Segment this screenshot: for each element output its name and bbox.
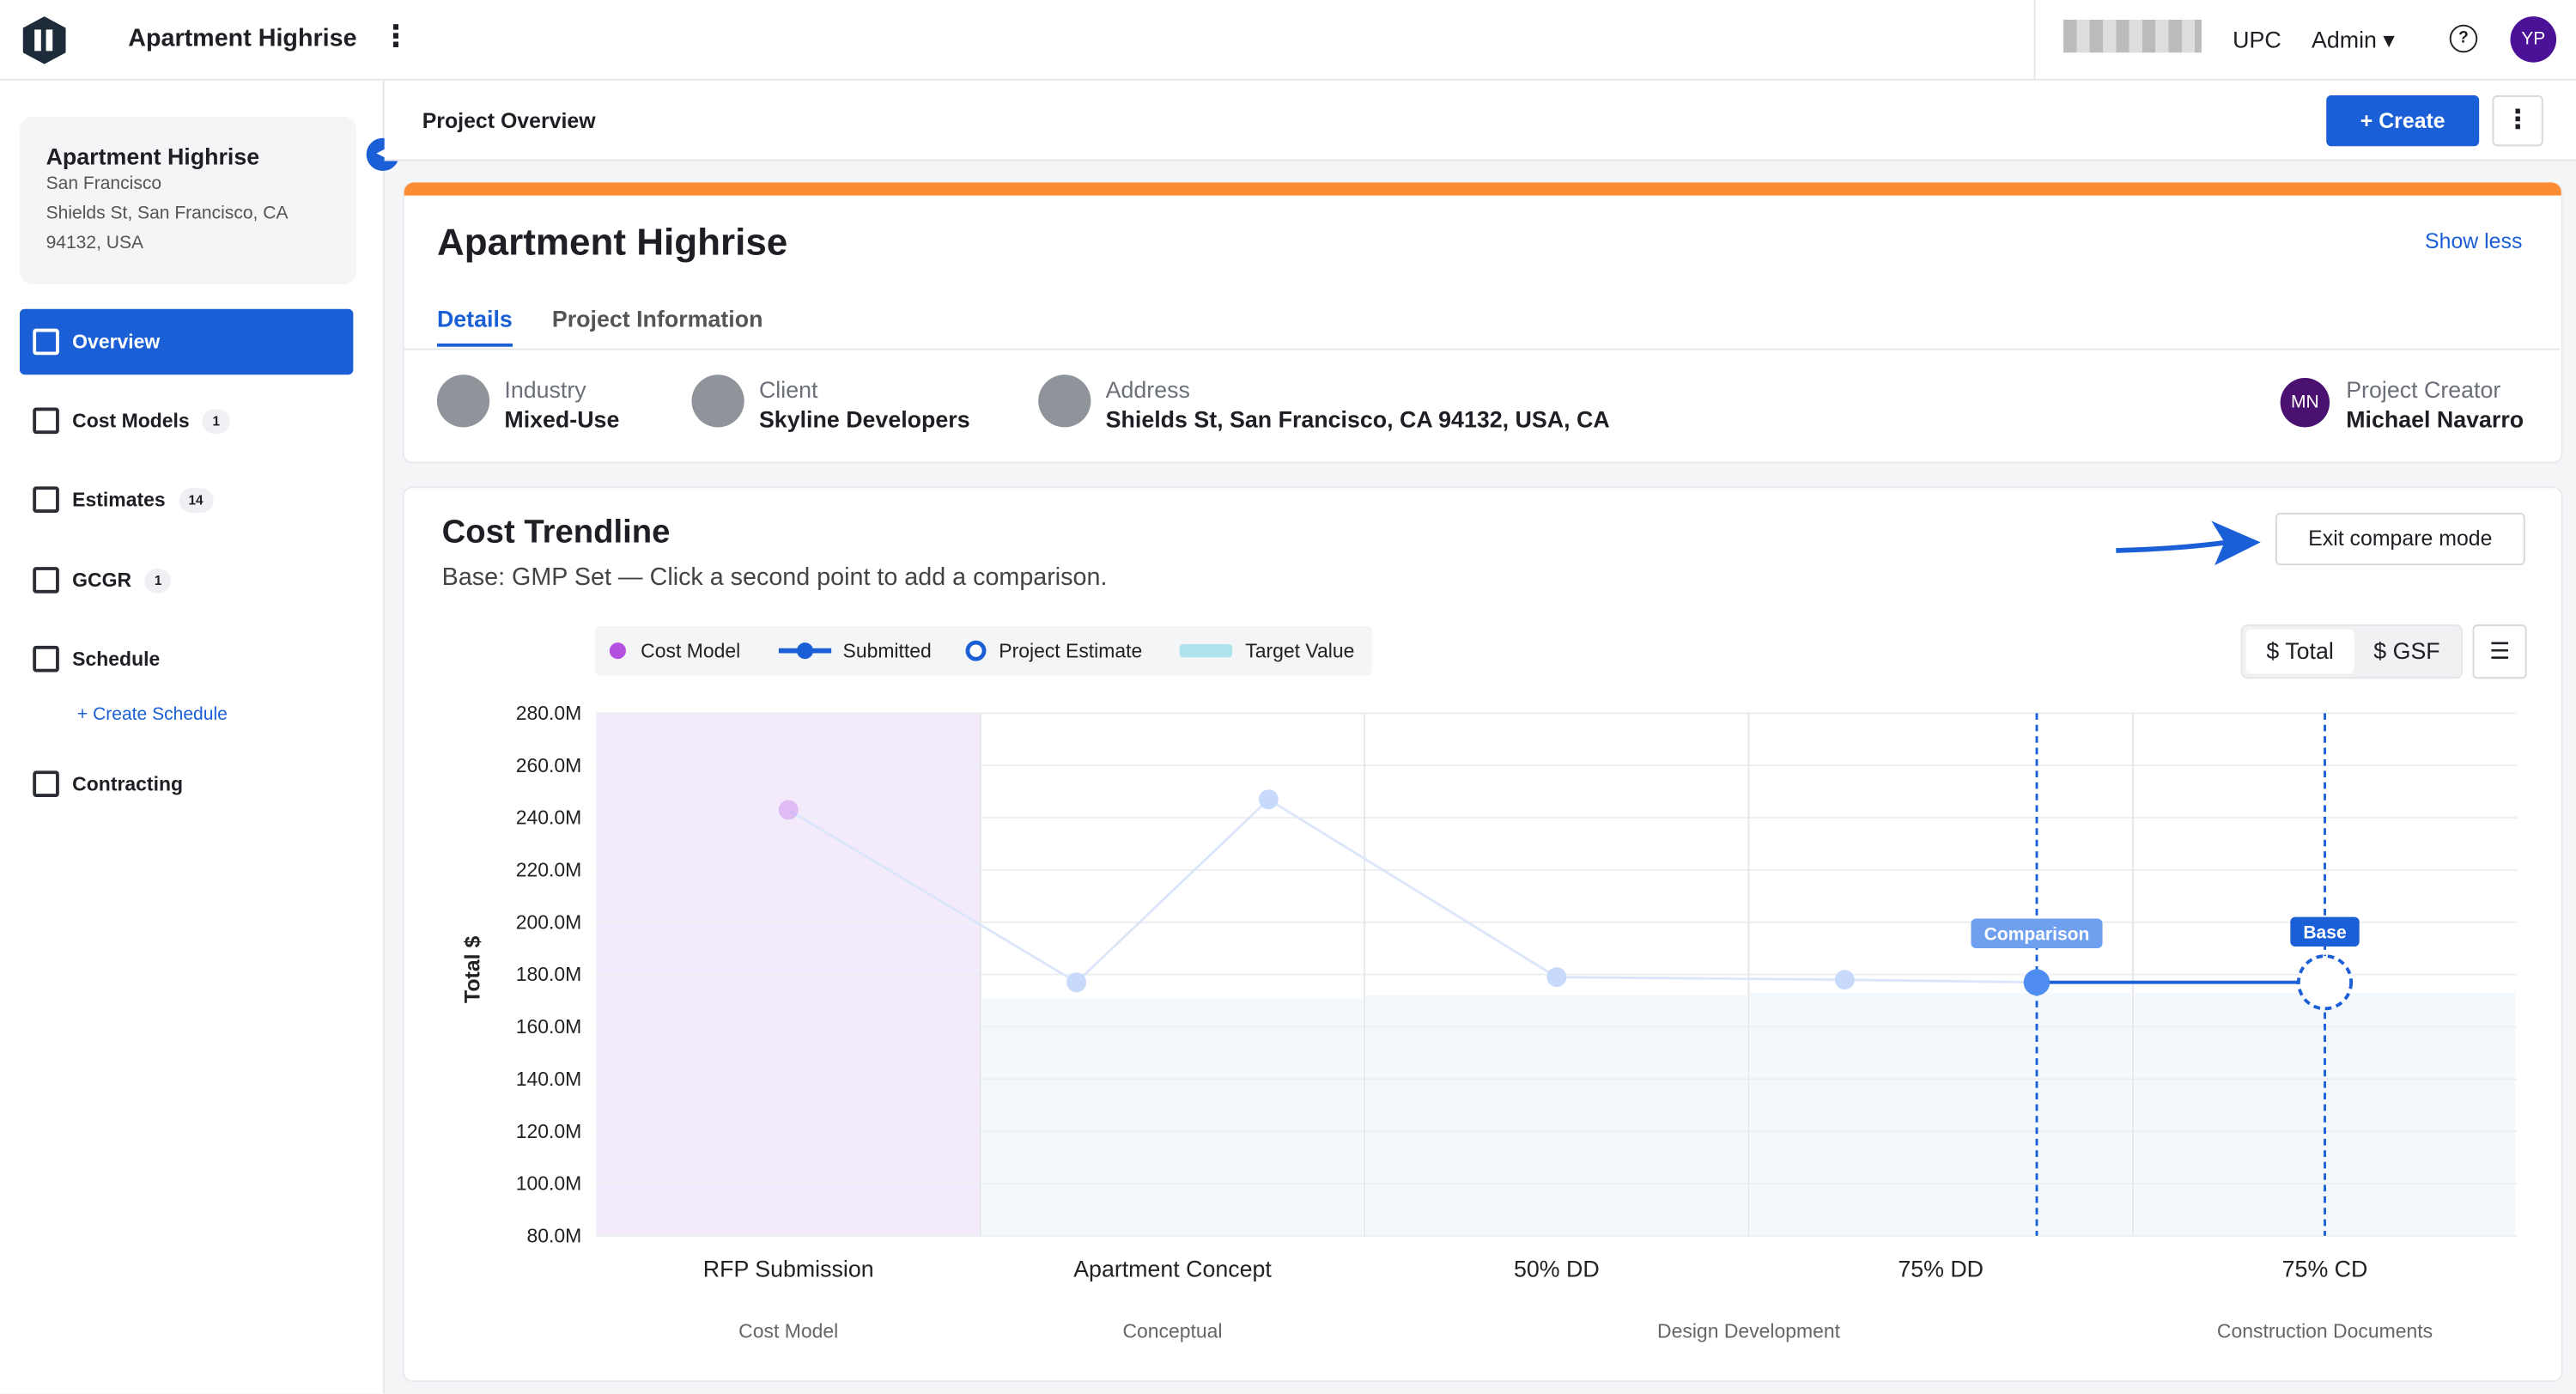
- nav-item[interactable]: Contracting: [20, 752, 353, 815]
- nav-icon: [33, 567, 59, 594]
- role: Admin: [2312, 26, 2377, 53]
- settings-button[interactable]: ☰: [2472, 624, 2527, 679]
- tab-active[interactable]: Details: [436, 306, 513, 347]
- trendline-subtitle: Base: GMP Set — Click a second point to …: [441, 563, 1108, 592]
- divider: [2033, 0, 2036, 79]
- page-title: Project Overview: [422, 108, 596, 133]
- top-bar: Apartment Highrise ⋮ UPC Admin ▾ ? YP: [0, 0, 2576, 81]
- creator-label: Project Creator: [2346, 376, 2501, 403]
- arrow: [2116, 520, 2261, 566]
- nav-label: Overview: [72, 330, 161, 354]
- summary-city: San Francisco: [46, 173, 162, 194]
- sidebar: [0, 80, 385, 1394]
- field-label: Client: [758, 376, 818, 403]
- toggle-option-active[interactable]: $ Total: [2245, 629, 2354, 674]
- field-icon: [1038, 374, 1091, 428]
- shape: [2211, 520, 2261, 566]
- legend: [594, 625, 1372, 676]
- field-icon: [436, 374, 490, 428]
- project-title: Apartment Highrise: [436, 220, 788, 264]
- help[interactable]: ?: [2449, 24, 2478, 53]
- field-value: Shields St, San Francisco, CA 94132, USA…: [1105, 405, 1610, 433]
- project-card: [402, 182, 2563, 464]
- nav-icon: [33, 770, 59, 797]
- org[interactable]: UPC: [2233, 26, 2281, 53]
- nav-icon: [33, 328, 59, 356]
- tab[interactable]: Project Information: [551, 305, 763, 332]
- tab-divider: [404, 348, 2560, 350]
- nav-label: Schedule: [72, 647, 161, 671]
- summary-zip: 94132, USA: [46, 233, 144, 253]
- nav-sublink[interactable]: + Create Schedule: [76, 704, 228, 725]
- field-icon: [691, 374, 744, 428]
- role-menu[interactable]: Admin ▾: [2312, 26, 2395, 53]
- create-button[interactable]: + Create: [2326, 94, 2480, 147]
- nav-item[interactable]: Schedule: [20, 628, 353, 691]
- nav-label: Contracting: [72, 772, 184, 796]
- page-header: [384, 80, 2576, 161]
- project-name[interactable]: Apartment Highrise: [128, 24, 357, 53]
- avatar[interactable]: YP: [2510, 16, 2557, 63]
- nav-label: Estimates: [72, 488, 166, 512]
- nav-label: Cost Models: [72, 409, 190, 433]
- summary-address: Shields St, San Francisco, CA: [46, 204, 289, 224]
- creator-name: Michael Navarro: [2346, 405, 2524, 433]
- shape: [22, 16, 66, 64]
- create-label: Create: [2379, 108, 2445, 133]
- field-label: Address: [1105, 376, 1190, 403]
- nav-badge: 1: [202, 408, 230, 434]
- project-summary: Apartment Highrise San Francisco Shields…: [19, 116, 357, 285]
- nav-item[interactable]: Overview: [19, 308, 354, 375]
- trendline-title: Cost Trendline: [441, 514, 671, 551]
- nav-icon: [33, 486, 59, 513]
- menu[interactable]: ⋮: [380, 19, 411, 53]
- shape: [46, 29, 53, 52]
- status-bar: [404, 182, 2561, 196]
- field-value: Skyline Developers: [758, 405, 970, 433]
- nav-icon: [33, 407, 59, 435]
- blurred-logo: [2063, 19, 2202, 53]
- shape: [34, 29, 41, 52]
- nav-badge: 1: [144, 568, 172, 593]
- toggle: $ Total $ GSF: [2240, 624, 2464, 679]
- field-value: Mixed-Use: [504, 405, 620, 433]
- logo[interactable]: [20, 13, 69, 65]
- shape: [2116, 539, 2228, 553]
- nav-item[interactable]: Estimates 14: [20, 468, 353, 531]
- more-button[interactable]: ⋮: [2492, 94, 2543, 147]
- toggle-option[interactable]: $ GSF: [2373, 637, 2440, 664]
- exit-compare-button[interactable]: Exit compare mode: [2275, 512, 2525, 566]
- nav-item[interactable]: Cost Models 1: [20, 389, 353, 452]
- field-label: Industry: [504, 376, 586, 403]
- trendline-card: [402, 486, 2563, 1383]
- creator-avatar: MN: [2280, 378, 2330, 428]
- nav-icon: [33, 645, 59, 673]
- nav-badge: 14: [178, 487, 213, 512]
- summary-name: Apartment Highrise: [46, 143, 260, 170]
- nav-label: GCGR: [72, 569, 132, 592]
- show-less[interactable]: Show less: [2425, 228, 2523, 253]
- nav-item[interactable]: GCGR 1: [20, 549, 353, 612]
